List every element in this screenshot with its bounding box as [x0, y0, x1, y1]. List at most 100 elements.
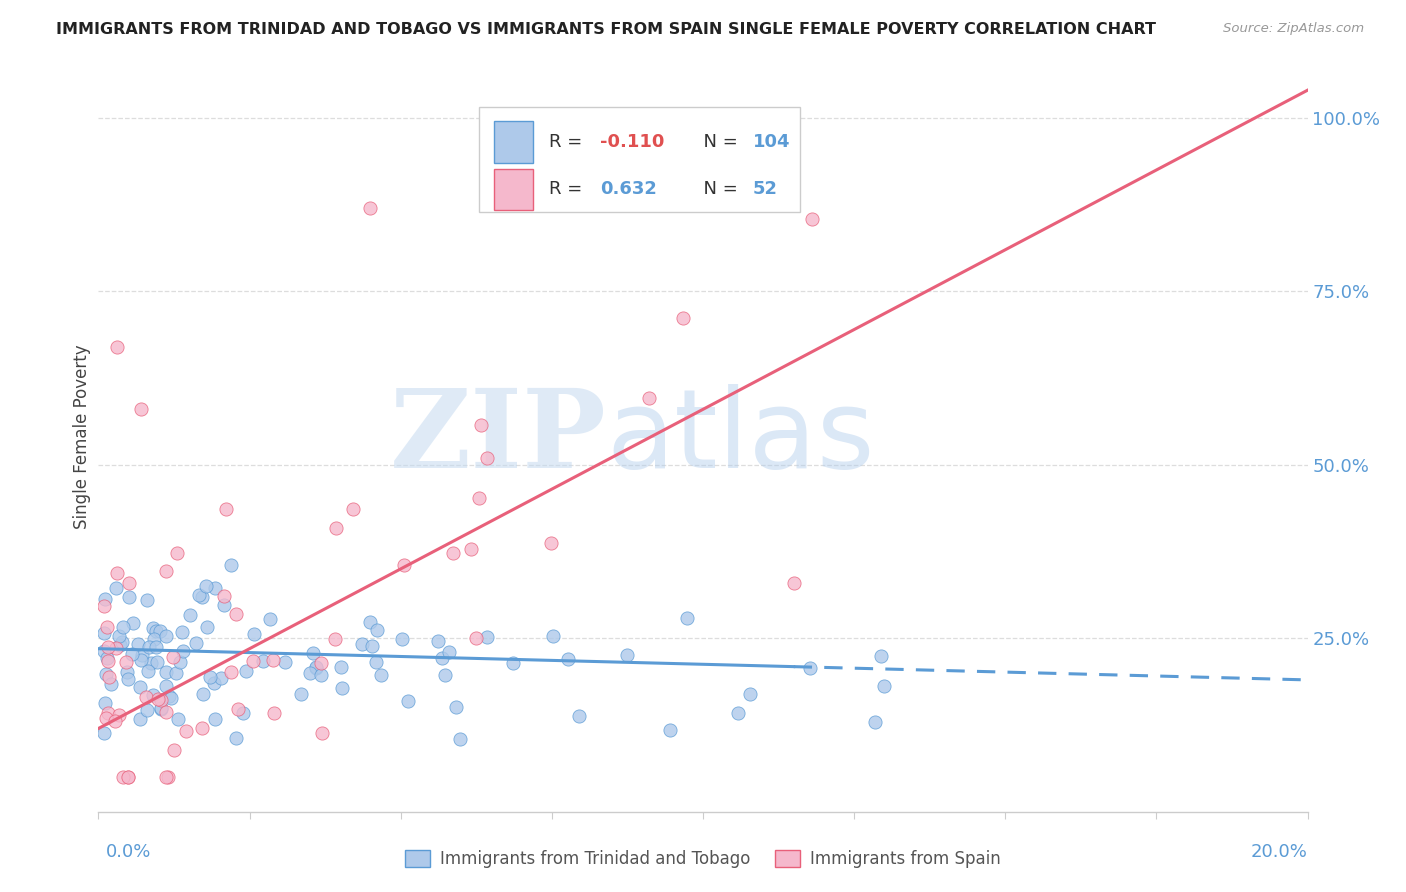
Point — [360, 201, 382, 215]
Point — [209, 671, 232, 685]
Point — [138, 640, 160, 654]
Point — [149, 624, 172, 638]
Point — [638, 392, 661, 406]
Point — [150, 701, 173, 715]
FancyBboxPatch shape — [494, 169, 533, 210]
Point — [396, 694, 419, 708]
Point — [179, 608, 201, 623]
Text: -0.110: -0.110 — [600, 133, 665, 151]
Point — [477, 631, 499, 645]
Point — [873, 679, 896, 693]
Point — [172, 644, 194, 658]
Point — [226, 702, 249, 716]
Point — [150, 702, 173, 716]
Point — [93, 592, 115, 607]
Y-axis label: Single Female Poverty: Single Female Poverty — [73, 345, 91, 529]
Point — [540, 536, 562, 550]
Point — [155, 628, 177, 642]
Point — [111, 619, 134, 633]
Point — [187, 589, 209, 603]
Point — [105, 340, 128, 354]
Point — [441, 546, 464, 560]
Point — [212, 589, 235, 603]
Point — [105, 581, 128, 595]
Text: N =: N = — [692, 133, 744, 151]
Point — [477, 450, 499, 465]
Point — [616, 648, 638, 663]
Point — [162, 649, 184, 664]
Point — [184, 636, 207, 650]
Text: 104: 104 — [752, 133, 790, 151]
Point — [204, 582, 226, 596]
Point — [191, 687, 214, 701]
Point — [262, 653, 284, 667]
Point — [330, 681, 353, 695]
Point — [118, 575, 141, 590]
Point — [305, 661, 328, 675]
Text: 52: 52 — [752, 180, 778, 198]
Point — [94, 667, 117, 681]
Point — [672, 311, 695, 326]
Text: atlas: atlas — [606, 384, 875, 491]
Point — [242, 654, 264, 668]
Point — [146, 655, 169, 669]
Point — [121, 615, 143, 630]
FancyBboxPatch shape — [479, 107, 800, 212]
Point — [156, 770, 179, 784]
Point — [129, 652, 152, 666]
Point — [330, 660, 353, 674]
Point — [439, 644, 461, 658]
Point — [658, 723, 681, 737]
Point — [108, 629, 131, 643]
Point — [148, 691, 170, 706]
Point — [225, 607, 247, 622]
Point — [143, 632, 166, 646]
Point — [214, 598, 236, 612]
Point — [361, 639, 384, 653]
Point — [190, 590, 212, 604]
Point — [263, 706, 285, 720]
Point — [165, 666, 187, 681]
Point — [157, 689, 180, 703]
Point — [159, 690, 181, 705]
Point — [131, 648, 153, 662]
Text: Source: ZipAtlas.com: Source: ZipAtlas.com — [1223, 22, 1364, 36]
Point — [426, 634, 449, 648]
Point — [204, 712, 226, 726]
Text: N =: N = — [692, 180, 744, 198]
Point — [117, 770, 139, 784]
Point — [145, 624, 167, 639]
Point — [93, 726, 115, 740]
Point — [129, 712, 152, 726]
Point — [460, 542, 482, 557]
Point — [191, 721, 214, 735]
Point — [800, 212, 823, 227]
Point — [252, 654, 274, 668]
Point — [105, 641, 128, 656]
Point — [299, 665, 322, 680]
Point — [325, 632, 347, 647]
Point — [863, 714, 886, 729]
Point — [121, 647, 143, 661]
Point — [97, 640, 120, 654]
Point — [370, 668, 392, 682]
Point — [150, 693, 173, 707]
Point — [391, 632, 413, 646]
Point — [305, 660, 328, 674]
Point — [464, 631, 486, 645]
Point — [104, 714, 127, 728]
Legend: Immigrants from Trinidad and Tobago, Immigrants from Spain: Immigrants from Trinidad and Tobago, Imm… — [398, 843, 1008, 875]
Point — [145, 640, 167, 655]
Point — [215, 502, 238, 516]
Point — [274, 655, 297, 669]
Point — [136, 703, 159, 717]
Point — [870, 649, 893, 664]
Point — [128, 680, 150, 694]
Point — [195, 579, 218, 593]
Point — [97, 654, 120, 668]
Point — [325, 521, 347, 535]
Point — [259, 612, 281, 626]
Text: IMMIGRANTS FROM TRINIDAD AND TOBAGO VS IMMIGRANTS FROM SPAIN SINGLE FEMALE POVER: IMMIGRANTS FROM TRINIDAD AND TOBAGO VS I… — [56, 22, 1156, 37]
Point — [155, 564, 177, 578]
Point — [449, 732, 471, 747]
